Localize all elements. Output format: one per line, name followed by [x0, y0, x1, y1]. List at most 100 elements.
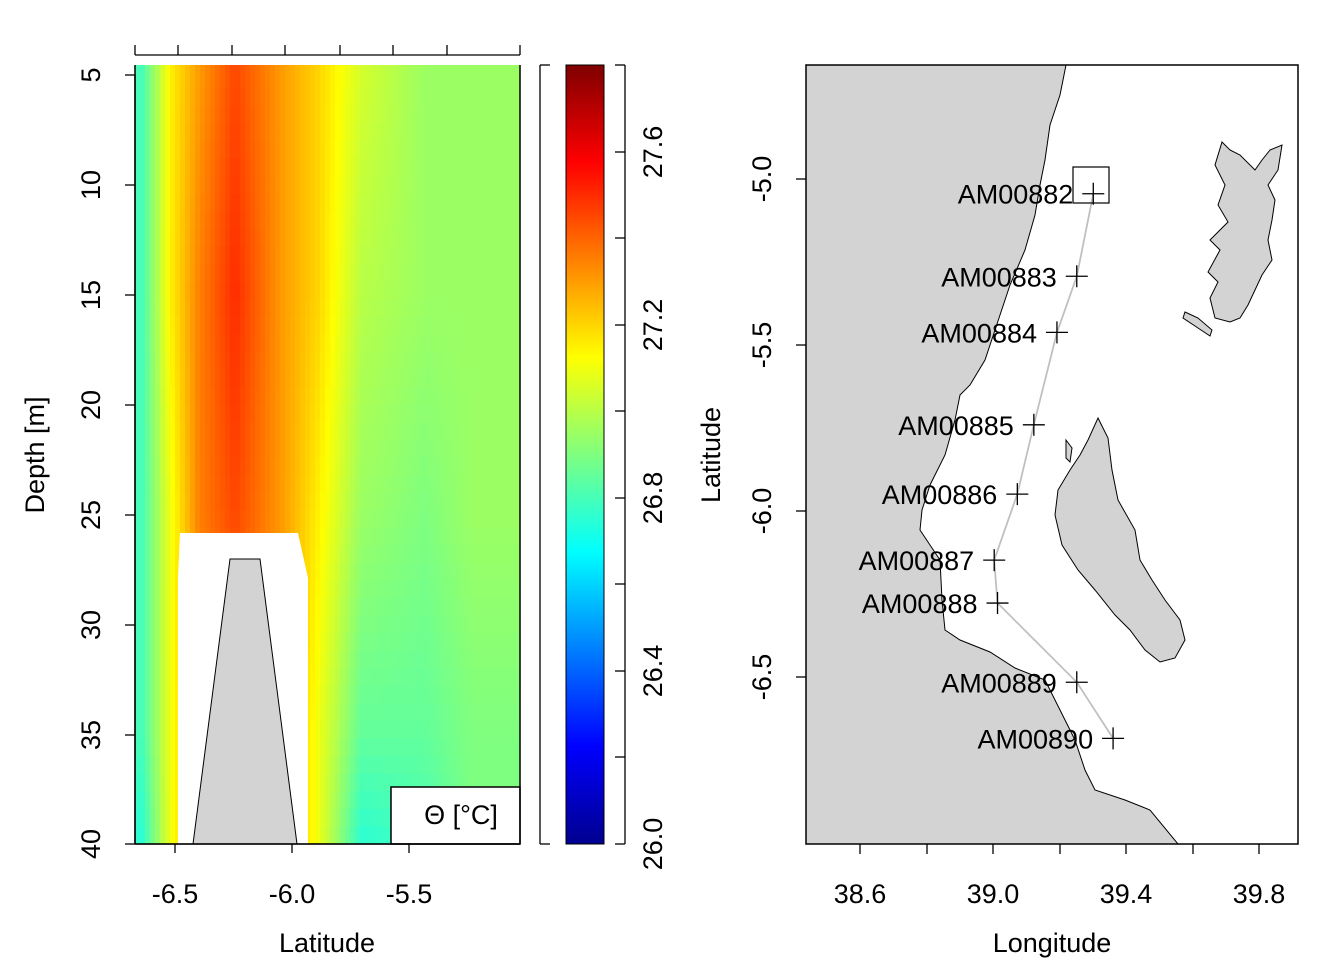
heatmap-cell: [175, 404, 181, 423]
heatmap-cell: [270, 422, 276, 441]
heatmap-cell: [355, 474, 361, 494]
heatmap-cell: [325, 0, 331, 18]
heatmap-cell: [360, 404, 366, 423]
heatmap-cell: [360, 562, 366, 581]
heatmap-cell: [285, 316, 291, 335]
heatmap-cell: [470, 562, 476, 581]
heatmap-cell: [335, 826, 341, 844]
colorbar-tick-label: 27.6: [638, 126, 668, 179]
heatmap-cell: [330, 808, 336, 828]
heatmap-cell: [470, 703, 476, 722]
heatmap-cell: [370, 756, 376, 775]
heatmap-cell: [265, 386, 271, 406]
heatmap-cell: [355, 18, 361, 36]
heatmap-cell: [170, 263, 176, 283]
heatmap-cell: [220, 0, 226, 18]
heatmap-cell: [235, 439, 241, 458]
heatmap-cell: [305, 316, 311, 335]
heatmap-cell: [435, 65, 441, 72]
heatmap-cell: [425, 492, 431, 511]
heatmap-cell: [450, 404, 456, 423]
heatmap-cell: [140, 703, 146, 722]
x-tick-label: -5.5: [386, 879, 433, 909]
heatmap-cell: [320, 668, 326, 687]
heatmap-cell: [485, 545, 491, 564]
heatmap-cell: [375, 650, 381, 669]
heatmap-cell: [305, 65, 311, 72]
heatmap-cell: [245, 211, 251, 230]
heatmap-cell: [160, 826, 166, 844]
heatmap-cell: [265, 18, 271, 36]
heatmap-cell: [175, 510, 181, 529]
heatmap-cell: [360, 773, 366, 792]
heatmap-cell: [280, 404, 286, 423]
heatmap-cell: [410, 439, 416, 458]
heatmap-cell: [400, 281, 406, 300]
heatmap-cell: [445, 246, 451, 265]
heatmap-cell: [405, 246, 411, 265]
heatmap-cell: [180, 299, 186, 318]
heatmap-cell: [360, 193, 366, 212]
heatmap-cell: [150, 176, 156, 195]
heatmap-cell: [320, 457, 326, 476]
station-label: AM00888: [862, 589, 978, 619]
heatmap-cell: [165, 685, 171, 704]
heatmap-cell: [240, 263, 246, 283]
heatmap-cell: [275, 0, 281, 18]
heatmap-cell: [510, 422, 516, 441]
heatmap-cell: [260, 404, 266, 423]
heatmap-cell: [150, 211, 156, 230]
heatmap-cell: [515, 228, 520, 247]
heatmap-cell: [440, 0, 446, 18]
heatmap-cell: [360, 633, 366, 652]
heatmap-cell: [445, 88, 451, 107]
heatmap-cell: [380, 457, 386, 476]
heatmap-cell: [395, 474, 401, 494]
heatmap-cell: [450, 176, 456, 195]
heatmap-cell: [435, 88, 441, 107]
heatmap-cell: [225, 474, 231, 494]
heatmap-cell: [190, 281, 196, 300]
heatmap-cell: [420, 545, 426, 564]
heatmap-cell: [460, 738, 466, 757]
heatmap-cell: [390, 105, 396, 124]
heatmap-cell: [395, 773, 401, 792]
heatmap-cell: [170, 474, 176, 494]
heatmap-cell: [395, 492, 401, 511]
heatmap-cell: [495, 123, 501, 142]
heatmap-cell: [425, 18, 431, 36]
heatmap-cell: [475, 474, 481, 494]
heatmap-cell: [300, 35, 306, 53]
heatmap-cell: [405, 633, 411, 652]
heatmap-cell: [400, 246, 406, 265]
heatmap-cell: [135, 422, 141, 441]
heatmap-cell: [500, 386, 506, 406]
heatmap-cell: [155, 35, 161, 53]
heatmap-cell: [160, 18, 166, 36]
heatmap-cell: [160, 756, 166, 775]
heatmap-cell: [210, 457, 216, 476]
heatmap-cell: [330, 720, 336, 740]
heatmap-cell: [495, 88, 501, 107]
heatmap-cell: [465, 369, 471, 388]
heatmap-cell: [350, 281, 356, 300]
heatmap-cell: [345, 439, 351, 458]
heatmap-cell: [175, 615, 181, 634]
heatmap-cell: [430, 193, 436, 212]
heatmap-cell: [165, 18, 171, 36]
heatmap-cell: [305, 105, 311, 124]
heatmap-cell: [480, 492, 486, 511]
heatmap-cell: [460, 756, 466, 775]
heatmap-cell: [355, 65, 361, 72]
heatmap-cell: [415, 773, 421, 792]
heatmap-cell: [510, 0, 516, 18]
heatmap-cell: [355, 422, 361, 441]
heatmap-cell: [395, 246, 401, 265]
heatmap-cell: [150, 457, 156, 476]
heatmap-cell: [145, 351, 151, 371]
heatmap-cell: [225, 351, 231, 371]
heatmap-cell: [355, 0, 361, 1]
heatmap-cell: [165, 246, 171, 265]
heatmap-cell: [235, 334, 241, 353]
heatmap-cell: [355, 140, 361, 160]
